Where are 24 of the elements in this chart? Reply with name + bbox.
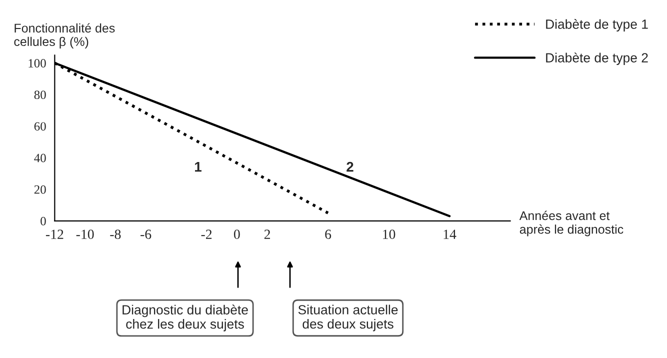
y-tick-label: 80 [34,90,46,100]
y-tick-label: 40 [34,154,46,162]
x-tick-label: 14 [444,230,456,239]
y-tick-label: 100 [28,59,46,68]
x-tick-label: 2 [264,230,270,239]
x-tick-label: 6 [325,230,332,239]
y-axis-title: Fonctionnalité des cellules β (%) [14,23,115,48]
x-tick-label: 0 [234,230,240,239]
legend-label: Diabète de type 2 [546,52,648,66]
x-tick-label: -8 [110,230,121,239]
annotation: 1 [195,162,202,172]
legend-label: Diabète de type 1 [546,19,648,32]
x-tick-label: 10 [383,230,396,239]
x-axis-title: Années avant et après le diagnostic [519,210,624,236]
annotation: 2 [346,162,354,172]
y-tick-label: 20 [34,185,46,194]
text: Situation actuelle des deux sujets [298,304,398,332]
x-tick-label: -2 [201,230,212,239]
y-tick-label: 60 [34,122,46,131]
y-tick-label: 0 [40,216,46,226]
x-tick-label: -10 [76,230,94,239]
x-tick-label: -12 [46,230,64,239]
text: Diagnostic du diabète chez les deux sujets [122,304,248,332]
x-tick-label: -6 [140,230,152,239]
